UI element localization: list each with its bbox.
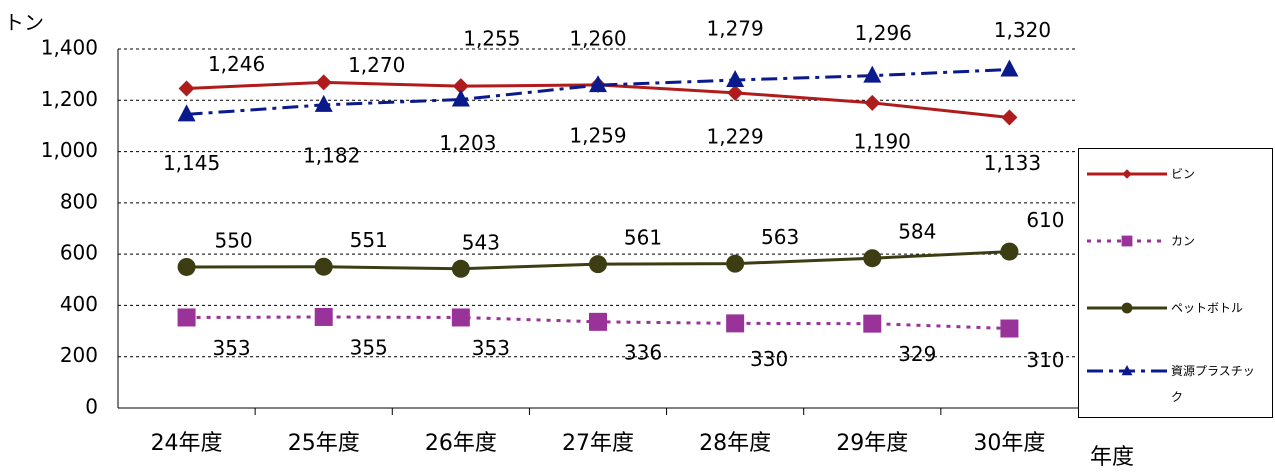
- legend: ビンカンペットボトル資源プラスチック: [1078, 148, 1273, 418]
- x-axis-label: 年度: [1090, 445, 1134, 470]
- data-label: 1,320: [994, 18, 1051, 42]
- data-label: 1,145: [163, 151, 220, 175]
- data-label: 330: [750, 347, 788, 371]
- legend-label: ペットボトル: [1171, 301, 1244, 315]
- legend-symbols: [1087, 169, 1167, 376]
- data-label: 336: [624, 340, 662, 364]
- data-label: 310: [1026, 348, 1064, 372]
- marker: [726, 254, 745, 273]
- data-label: 1,133: [984, 151, 1041, 175]
- y-tick-label: 400: [60, 292, 98, 316]
- data-label: 355: [350, 335, 388, 359]
- data-label: 1,296: [855, 21, 912, 45]
- data-label: 329: [898, 342, 936, 366]
- marker: [452, 78, 469, 95]
- data-label: 1,229: [707, 124, 764, 148]
- marker: [589, 312, 607, 331]
- marker: [726, 70, 745, 88]
- y-tick-label: 1,200: [41, 87, 98, 111]
- data-label: 610: [1026, 208, 1064, 232]
- marker: [314, 307, 333, 326]
- marker: [1121, 235, 1133, 247]
- x-tick-label: 25年度: [288, 431, 360, 456]
- marker: [863, 314, 882, 333]
- y-tick-label: 0: [85, 395, 98, 419]
- marker: [1122, 169, 1132, 179]
- marker: [314, 94, 333, 112]
- data-label: 1,203: [439, 131, 496, 155]
- marker: [727, 84, 744, 101]
- y-tick-label: 1,400: [41, 36, 98, 60]
- y-tick-label: 1,000: [41, 138, 98, 162]
- marker: [1121, 365, 1133, 376]
- y-tick-label: 200: [60, 343, 98, 367]
- marker: [1000, 319, 1019, 338]
- marker: [451, 308, 470, 327]
- marker: [589, 255, 607, 274]
- data-label: 1,246: [208, 52, 265, 76]
- data-label: 561: [624, 226, 662, 250]
- x-tick-label: 26年度: [425, 431, 497, 456]
- marker: [315, 74, 332, 91]
- marker: [1000, 242, 1019, 261]
- data-label: 563: [761, 225, 799, 249]
- x-tick-label: 28年度: [699, 431, 771, 456]
- marker: [451, 259, 470, 278]
- data-label: 1,190: [854, 129, 911, 153]
- data-label: 543: [462, 230, 500, 254]
- data-label: 550: [214, 228, 252, 252]
- marker: [864, 94, 881, 111]
- marker: [1121, 302, 1133, 314]
- data-label: 551: [350, 228, 388, 252]
- marker: [451, 89, 470, 107]
- marker: [178, 80, 195, 97]
- legend-label: ビン: [1171, 167, 1196, 181]
- marker: [863, 65, 882, 83]
- data-label: 584: [898, 220, 936, 244]
- y-tick-label: 600: [60, 241, 98, 265]
- x-tick-label: 30年度: [973, 431, 1045, 456]
- data-label: 1,270: [348, 53, 405, 77]
- marker: [1001, 109, 1018, 126]
- marker: [314, 257, 333, 276]
- legend-label: 資源プラスチック: [1171, 364, 1255, 404]
- data-label: 1,255: [463, 27, 520, 51]
- data-label: 1,182: [303, 143, 360, 167]
- x-tick-label: 24年度: [151, 431, 223, 456]
- y-tick-label: 800: [60, 189, 98, 213]
- legend-label: カン: [1171, 234, 1196, 248]
- marker: [177, 104, 196, 122]
- data-label: 1,279: [707, 17, 764, 41]
- data-label: 353: [212, 336, 250, 360]
- data-label: 353: [472, 336, 510, 360]
- x-tick-label: 27年度: [562, 431, 634, 456]
- data-label: 1,259: [569, 124, 626, 148]
- x-tick-label: 29年度: [836, 431, 908, 456]
- marker: [1000, 59, 1019, 77]
- data-label: 1,260: [569, 26, 626, 50]
- marker: [863, 249, 882, 268]
- marker: [589, 75, 607, 93]
- marker: [726, 314, 745, 333]
- marker: [177, 257, 196, 276]
- y-axis-label: トン: [4, 11, 44, 35]
- marker: [177, 308, 196, 327]
